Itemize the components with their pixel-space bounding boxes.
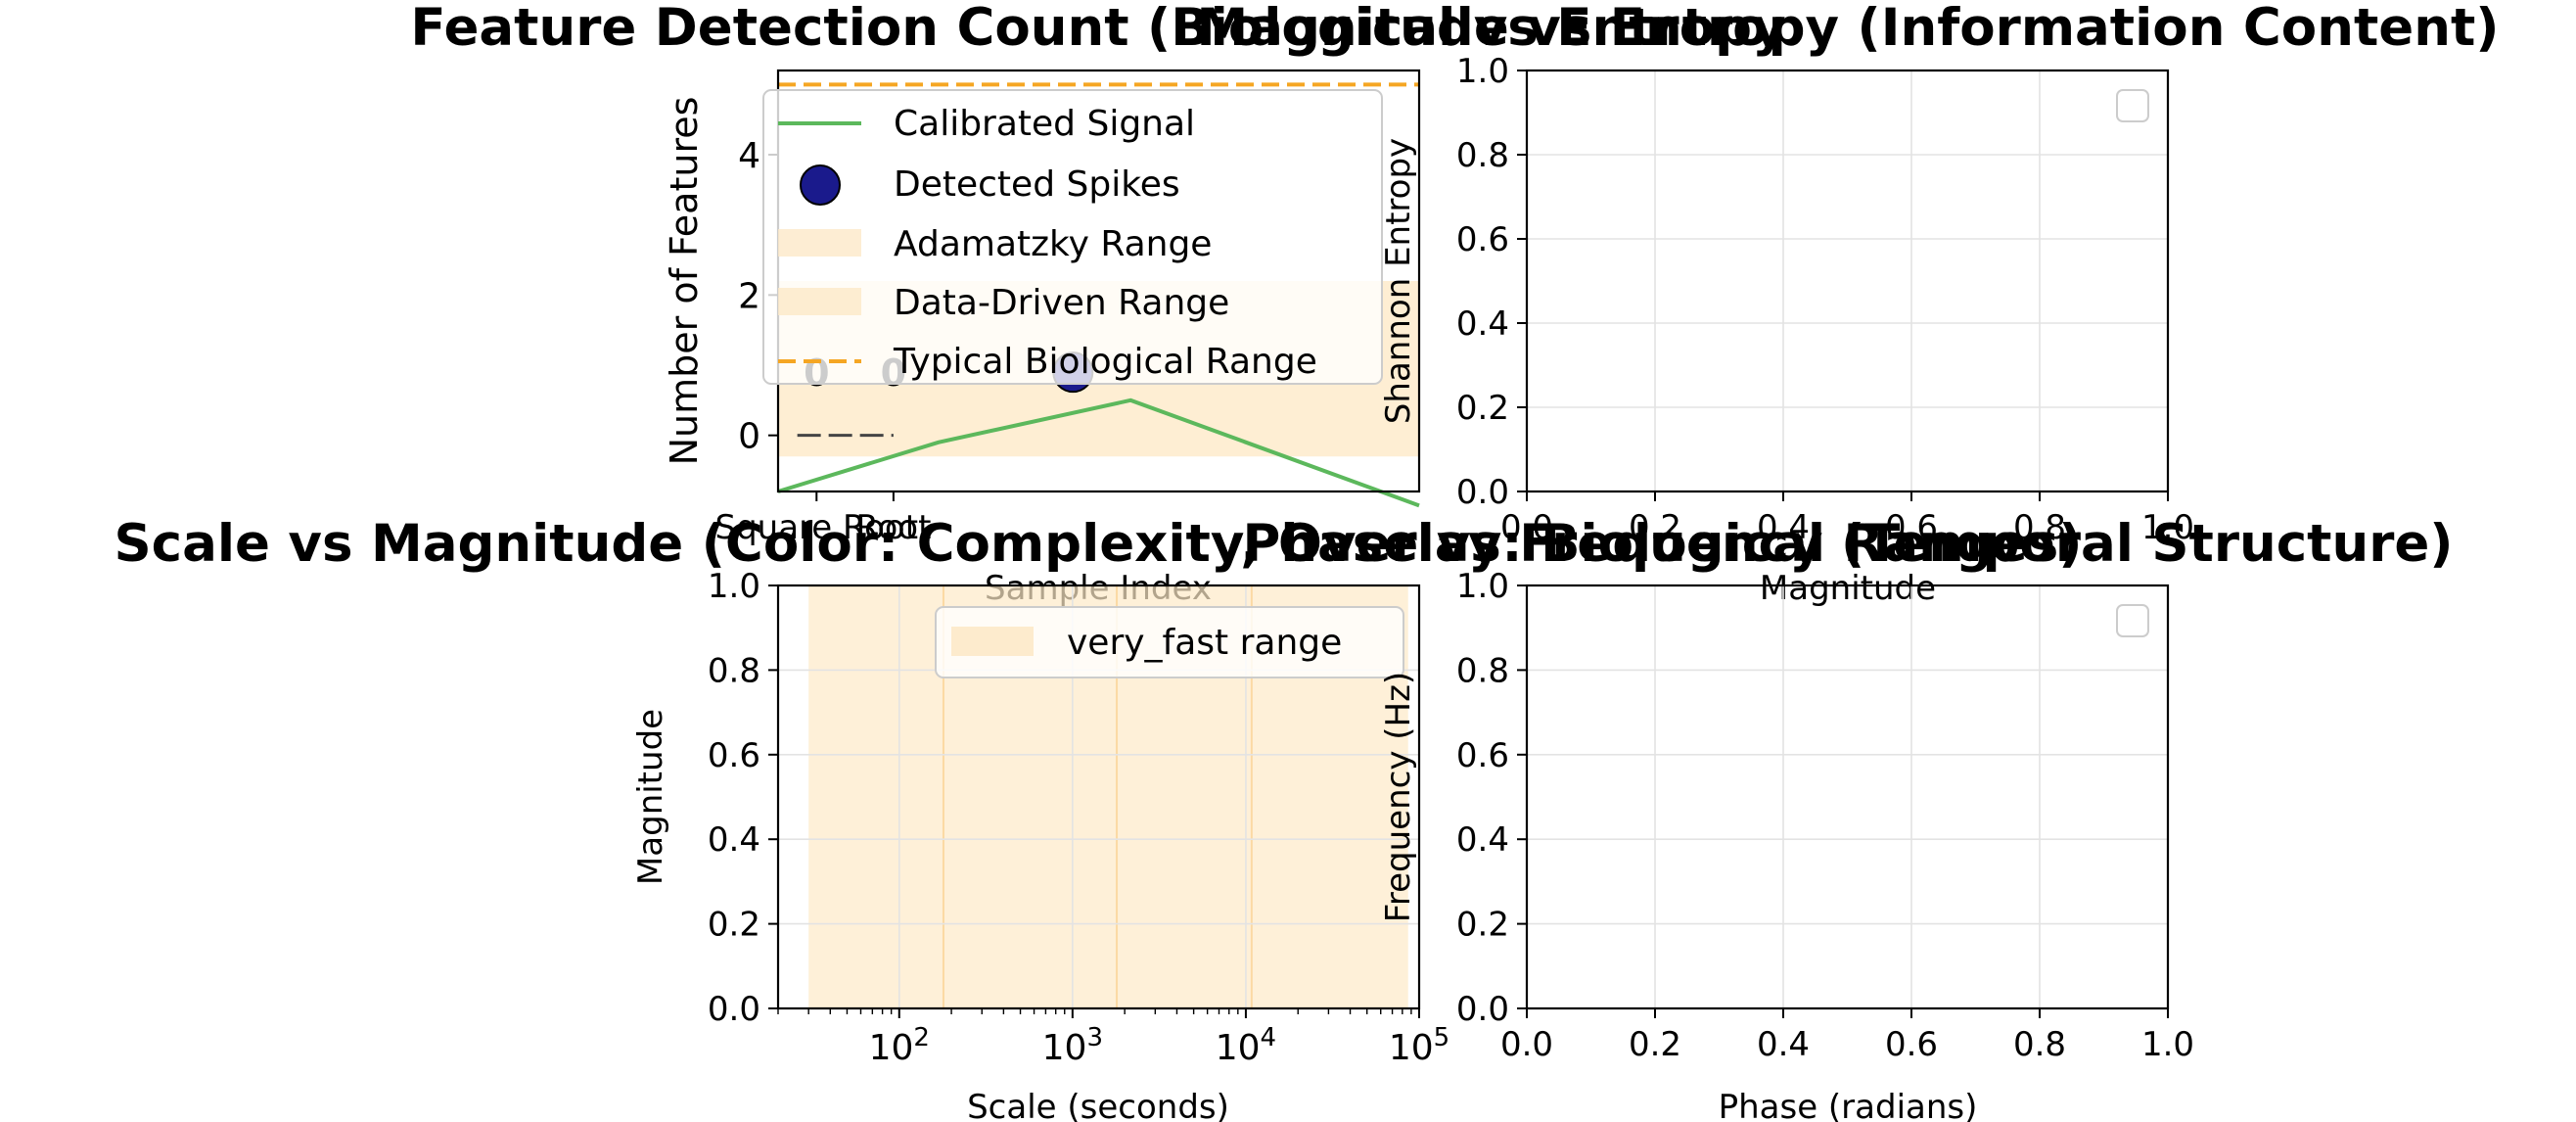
panel-phase-frequency: 0.0 0.2 0.4 0.6 0.8 1.0 0.0 0.2 0.4 0.6 0.8 1.0 Fr… xyxy=(1379,567,2194,1122)
p1-y-tick-label: 0 xyxy=(738,417,760,457)
p2-y-tick-label: 0.6 xyxy=(1456,220,1509,259)
p3-legend: very_fast range xyxy=(935,606,1404,678)
p3-y-tick-label: 0.4 xyxy=(708,820,760,860)
p2-y-tick-label: 0.4 xyxy=(1456,304,1509,344)
p2-grid xyxy=(1526,70,2169,492)
p4-x-tick-label: 0.4 xyxy=(1757,1025,1810,1064)
p3-x-tick-label: 105 xyxy=(1389,1023,1449,1068)
p4-title: Phase vs Frequency (Temporal Structure) xyxy=(1242,514,2453,574)
p1-legend-item-1: Detected Spikes xyxy=(894,164,1180,205)
p4-y-tick-label: 0.6 xyxy=(1456,736,1509,775)
p2-x-tick-label: 0.8 xyxy=(2013,508,2066,547)
p2-y-tick-label: 1.0 xyxy=(1456,52,1509,91)
p1-y-tick-label: 4 xyxy=(738,136,760,176)
p1-legend-item-4: Typical Biological Range xyxy=(893,342,1317,382)
panel-scale-magnitude: 0.0 0.2 0.4 0.6 0.8 1.0 102 103 104 105 Magnitud… xyxy=(631,567,1449,1122)
p4-empty-legend-icon xyxy=(2116,604,2149,637)
p1-legend-item-3: Data-Driven Range xyxy=(894,283,1229,323)
p4-y-tick-label: 0.4 xyxy=(1456,820,1509,860)
p2-y-tick-label: 0.8 xyxy=(1456,136,1509,175)
p3-x-tick-label: 102 xyxy=(869,1023,930,1068)
p2-empty-legend-icon xyxy=(2116,89,2149,122)
p1-legend-item-0: Calibrated Signal xyxy=(894,104,1195,144)
p4-ylabel: Frequency (Hz) xyxy=(1379,672,1418,922)
p1-y-ticks: 0 2 4 xyxy=(738,136,778,457)
p3-legend-item-0: very_fast range xyxy=(1067,623,1342,663)
p3-title: Scale vs Magnitude (Color: Complexity, O… xyxy=(115,514,2083,574)
p2-y-ticks: 0.0 0.2 0.4 0.6 0.8 1.0 xyxy=(1456,52,1527,512)
p2-axes-frame xyxy=(1525,69,2170,493)
legend-range-patch-icon xyxy=(778,229,861,257)
p3-y-ticks: 0.0 0.2 0.4 0.6 0.8 1.0 xyxy=(708,567,778,1029)
p3-y-tick-label: 0.8 xyxy=(708,651,760,690)
p2-x-tick-label: 0.0 xyxy=(1500,508,1553,547)
p4-grid xyxy=(1526,584,2169,1009)
p3-ylabel: Magnitude xyxy=(631,709,670,885)
p2-x-tick-label: 0.4 xyxy=(1757,508,1810,547)
p3-y-tick-label: 0.2 xyxy=(708,906,760,945)
p2-ylabel: Shannon Entropy xyxy=(1379,138,1418,424)
legend-range-patch-icon xyxy=(778,288,861,315)
p3-x-tick-label: 103 xyxy=(1042,1023,1103,1068)
p3-xlabel: Scale (seconds) xyxy=(967,1088,1229,1122)
p1-legend-frame xyxy=(762,89,1383,385)
p2-x-tick-label: 0.6 xyxy=(1885,508,1938,547)
p2-x-ticks: 0.0 0.2 0.4 0.6 0.8 1.0 xyxy=(1500,491,2194,547)
p4-x-tick-label: 0.6 xyxy=(1885,1025,1938,1064)
legend-spike-icon xyxy=(800,164,841,206)
p1-signal-line xyxy=(777,397,1420,508)
p4-x-tick-label: 0.0 xyxy=(1500,1025,1553,1064)
p2-y-tick-label: 0.2 xyxy=(1456,389,1509,428)
p4-y-ticks: 0.0 0.2 0.4 0.6 0.8 1.0 xyxy=(1456,567,1527,1029)
p4-y-tick-label: 1.0 xyxy=(1456,567,1509,606)
p3-legend-frame xyxy=(935,606,1404,678)
p3-y-tick-label: 0.0 xyxy=(708,990,760,1029)
panel-magnitude-entropy: 0.0 0.2 0.4 0.6 0.8 1.0 0.0 0.2 0.4 0.6 0.8 1.0 Sh… xyxy=(1379,52,2194,608)
p1-title: Feature Detection Count (Biological vs E… xyxy=(410,0,1785,58)
p2-x-tick-label: 1.0 xyxy=(2141,508,2194,547)
p3-x-ticks: 102 103 104 105 xyxy=(777,1008,1449,1068)
p2-x-tick-label: 0.2 xyxy=(1629,508,1681,547)
p1-legend-item-2: Adamatzky Range xyxy=(894,224,1212,264)
p1-ylabel: Number of Features xyxy=(663,97,706,466)
p4-x-tick-label: 0.2 xyxy=(1629,1025,1681,1064)
p2-xlabel: Magnitude xyxy=(1760,569,1936,608)
p1-x-tick-label: Root xyxy=(855,508,931,547)
p2-title: Magnitude vs Entropy (Information Conten… xyxy=(1196,0,2499,58)
p1-y-tick-label: 2 xyxy=(738,276,760,316)
p1-legend: Calibrated Signal Detected Spikes Adamat… xyxy=(762,89,1383,385)
p4-y-tick-label: 0.8 xyxy=(1456,651,1509,690)
p4-xlabel: Phase (radians) xyxy=(1719,1088,1978,1122)
legend-range-patch-icon xyxy=(951,627,1034,656)
p2-y-tick-label: 0.0 xyxy=(1456,473,1509,512)
p3-y-tick-label: 0.6 xyxy=(708,736,760,775)
p3-x-tick-label: 104 xyxy=(1216,1023,1276,1068)
p4-y-tick-label: 0.0 xyxy=(1456,990,1509,1029)
p1-x-tick-label: Square Root xyxy=(715,508,919,547)
p3-axes-frame xyxy=(776,584,1421,1010)
p4-x-tick-label: 0.8 xyxy=(2013,1025,2066,1064)
p3-y-tick-label: 1.0 xyxy=(708,567,760,606)
p4-x-ticks: 0.0 0.2 0.4 0.6 0.8 1.0 xyxy=(1500,1008,2194,1064)
p4-axes-frame xyxy=(1525,584,2170,1010)
p4-y-tick-label: 0.2 xyxy=(1456,906,1509,945)
p4-x-tick-label: 1.0 xyxy=(2141,1025,2194,1064)
